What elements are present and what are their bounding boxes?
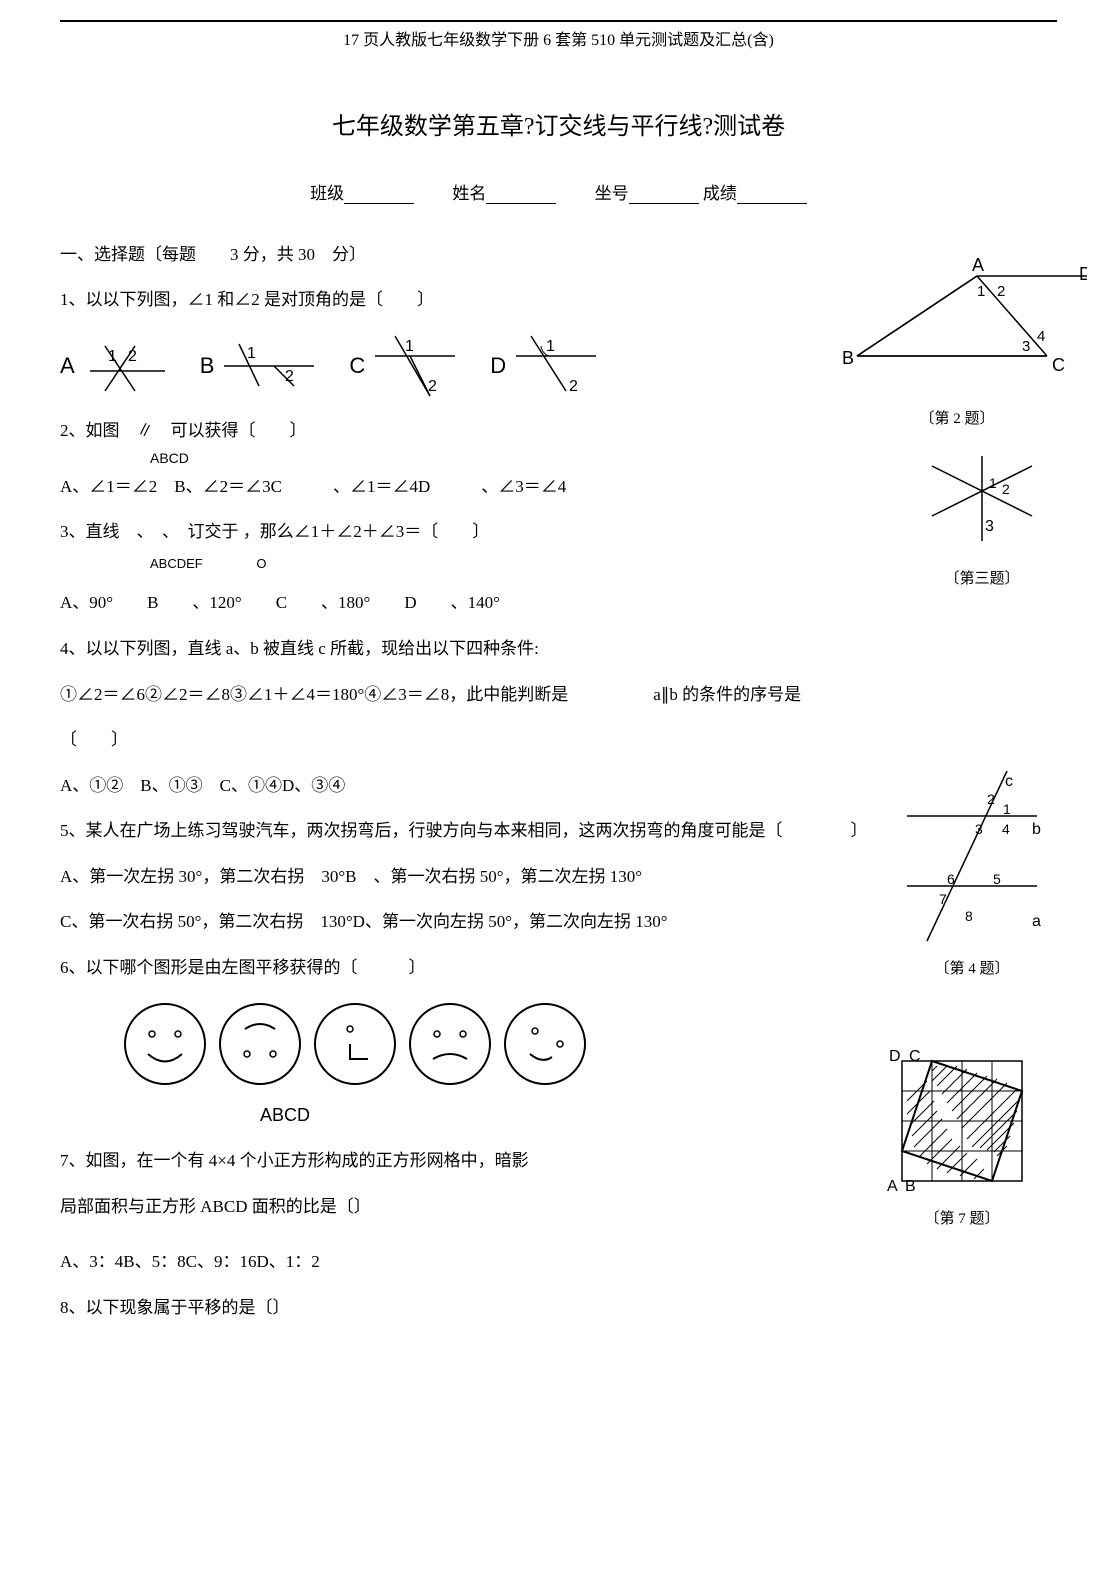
svg-text:c: c bbox=[1005, 773, 1013, 790]
seat-label: 坐号 bbox=[595, 184, 629, 203]
q7-opts: A、3：4B、5：8C、9：16D、1：2 bbox=[60, 1247, 1057, 1278]
q1-diagram-d: 1 2 bbox=[511, 331, 601, 401]
q5-opta: A、第一次左拐 30°，第二次右拐 30°B 、第一次右拐 50°，第二次左拐 … bbox=[60, 862, 1057, 893]
svg-text:A: A bbox=[972, 256, 984, 275]
svg-text:2: 2 bbox=[285, 368, 294, 385]
svg-text:2: 2 bbox=[1002, 481, 1010, 497]
q7-line2: 局部面积与正方形 ABCD 面积的比是〔〕 bbox=[60, 1192, 1057, 1223]
q2-opts: A、∠1＝∠2 B、∠2＝∠3C 、∠1＝∠4D 、∠3＝∠4 bbox=[60, 472, 1057, 503]
q8-text: 8、以下现象属于平移的是〔〕 bbox=[60, 1293, 1057, 1324]
q4-line2: ①∠2＝∠6②∠2＝∠8③∠1＋∠4＝180°④∠3＝∠8，此中能判断是 a∥b… bbox=[60, 680, 1057, 711]
q3-text: 3、直线 、 、 订交于 ，那么∠1＋∠2＋∠3＝〔 〕 bbox=[60, 522, 489, 541]
opt-d: D bbox=[490, 346, 506, 386]
svg-text:D: D bbox=[1079, 264, 1087, 284]
svg-text:1: 1 bbox=[108, 348, 117, 365]
question-7: 7、如图，在一个有 4×4 个小正方形构成的正方形网格中，暗影 局部面积与正方形… bbox=[60, 1146, 1057, 1278]
q4-line1: 4、以以下列图，直线 a、b 被直线 c 所截，现给出以下四种条件: bbox=[60, 634, 1057, 665]
svg-text:2: 2 bbox=[128, 348, 137, 365]
svg-text:4: 4 bbox=[1037, 328, 1045, 345]
name-label: 姓名 bbox=[452, 184, 486, 203]
svg-text:1: 1 bbox=[247, 345, 256, 362]
class-label: 班级 bbox=[310, 184, 344, 203]
q1-diagram-a: 1 2 bbox=[80, 336, 170, 396]
svg-text:2: 2 bbox=[428, 378, 437, 395]
q1-diagram-b: 1 2 bbox=[219, 336, 319, 396]
q3-sub1: ABCDEF bbox=[150, 556, 203, 571]
svg-text:1: 1 bbox=[546, 338, 555, 355]
q1-diagram-c: 1 2 bbox=[370, 331, 460, 401]
question-8: 8、以下现象属于平移的是〔〕 bbox=[60, 1293, 1057, 1324]
svg-text:1: 1 bbox=[405, 338, 414, 355]
q3-opts: A、90° B 、120° C 、180° D 、140° bbox=[60, 588, 1057, 619]
svg-text:1: 1 bbox=[989, 475, 997, 491]
q6-text: 6、以下哪个图形是由左图平移获得的〔 〕 bbox=[60, 953, 1057, 984]
question-5: 5、某人在广场上练习驾驶汽车，两次拐弯后，行驶方向与本来相同，这两次拐弯的角度可… bbox=[60, 816, 1057, 938]
svg-text:C: C bbox=[909, 1048, 921, 1065]
svg-text:2: 2 bbox=[997, 283, 1005, 300]
svg-text:1: 1 bbox=[1003, 801, 1011, 817]
score-label: 成绩 bbox=[703, 184, 737, 203]
page-header: 17 页人教版七年级数学下册 6 套第 510 单元测试题及汇总(含) bbox=[60, 27, 1057, 56]
q7-line1: 7、如图，在一个有 4×4 个小正方形构成的正方形网格中，暗影 bbox=[60, 1146, 1057, 1177]
q4-line3: 〔 〕 bbox=[60, 725, 1057, 756]
svg-text:2: 2 bbox=[569, 378, 578, 395]
q2-figure: A D B C 1 2 3 4 〔第 2 题〕 bbox=[827, 256, 1087, 434]
q2-text: 2、如图 ∥ 可以获得〔 〕 bbox=[60, 416, 1057, 447]
svg-text:D: D bbox=[889, 1048, 901, 1065]
student-info: 班级 姓名 坐号 成绩 bbox=[60, 179, 1057, 210]
opt-a: A bbox=[60, 346, 75, 386]
svg-text:C: C bbox=[1052, 355, 1065, 375]
svg-text:B: B bbox=[842, 348, 854, 368]
q3-sub2: O bbox=[256, 556, 266, 571]
svg-text:2: 2 bbox=[987, 791, 995, 807]
question-2: 2、如图 ∥ 可以获得〔 〕 ABCD A、∠1＝∠2 B、∠2＝∠3C 、∠1… bbox=[60, 416, 1057, 502]
question-3: 3、直线 、 、 订交于 ，那么∠1＋∠2＋∠3＝〔 〕 ABCDEF O A、… bbox=[60, 517, 1057, 619]
main-title: 七年级数学第五章?订交线与平行线?测试卷 bbox=[60, 106, 1057, 149]
opt-c: C bbox=[349, 346, 365, 386]
q5-text: 5、某人在广场上练习驾驶汽车，两次拐弯后，行驶方向与本来相同，这两次拐弯的角度可… bbox=[60, 816, 1057, 847]
q5-optc: C、第一次右拐 50°，第二次右拐 130°D、第一次向左拐 50°，第二次向左… bbox=[60, 907, 1057, 938]
svg-text:1: 1 bbox=[977, 283, 985, 300]
svg-text:3: 3 bbox=[1022, 338, 1030, 355]
opt-b: B bbox=[200, 346, 215, 386]
